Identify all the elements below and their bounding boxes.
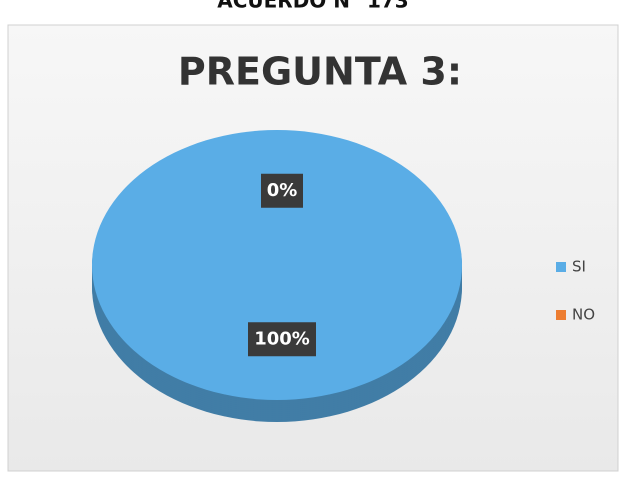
chart-title: PREGUNTA 3:: [178, 50, 462, 94]
legend-swatch: [556, 310, 566, 320]
legend-label: SI: [572, 258, 586, 276]
legend-swatch: [556, 262, 566, 272]
header: ACUERDO N° 173: [217, 0, 408, 13]
data-label-box: [248, 322, 316, 357]
data-label: 100%: [254, 328, 310, 349]
slice: [92, 130, 462, 400]
data-label: 0%: [267, 180, 298, 201]
legend-label: NO: [572, 306, 595, 324]
data-label-box: [261, 173, 303, 208]
